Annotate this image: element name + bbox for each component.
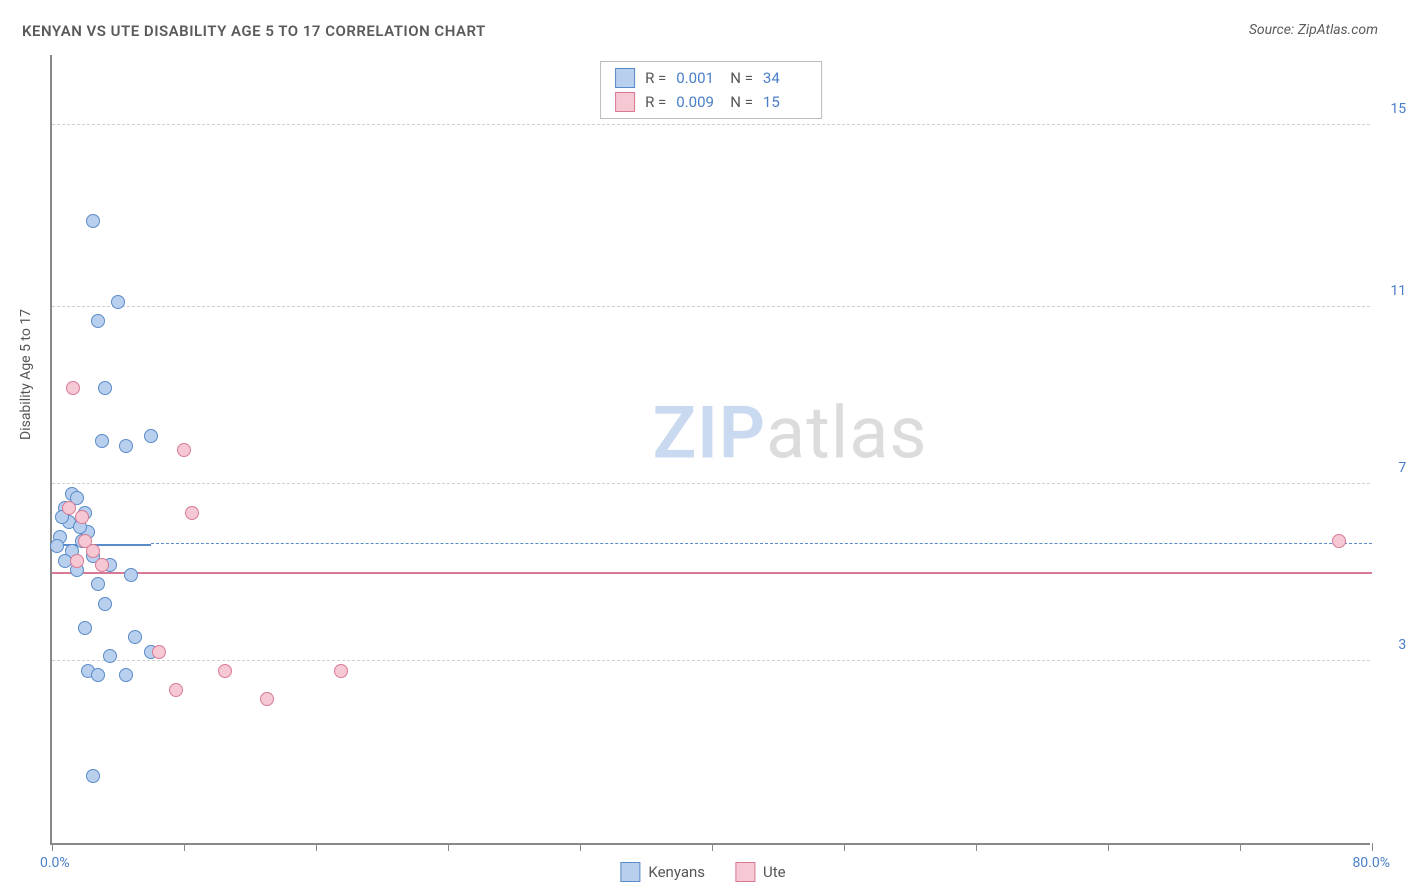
- data-point: [50, 539, 64, 553]
- scatter-plot: ZIPatlas R =0.001N =34R =0.009N =15 0.0%…: [50, 55, 1370, 845]
- y-tick-label: 15.0%: [1390, 101, 1406, 117]
- legend-series: Kenyans Ute: [620, 862, 785, 882]
- legend-correlation-stats: R = 0.001 N = 34 R = 0.009 N = 15: [600, 61, 822, 119]
- regression-line: [151, 543, 1372, 545]
- x-tick: [976, 843, 977, 851]
- r-label: R =: [645, 93, 666, 111]
- data-point: [103, 649, 117, 663]
- data-point: [86, 769, 100, 783]
- data-point: [144, 429, 158, 443]
- data-point: [78, 534, 92, 548]
- data-point: [86, 214, 100, 228]
- legend-swatch: [620, 862, 640, 882]
- x-tick: [1240, 843, 1241, 851]
- regression-line: [52, 572, 1372, 574]
- data-point: [169, 683, 183, 697]
- data-point: [95, 558, 109, 572]
- gridline: [52, 660, 1370, 661]
- data-point: [128, 630, 142, 644]
- x-tick: [1108, 843, 1109, 851]
- x-tick: [712, 843, 713, 851]
- data-point: [1332, 534, 1346, 548]
- data-point: [152, 645, 166, 659]
- y-axis-label: Disability Age 5 to 17: [18, 309, 34, 440]
- y-tick-label: 7.5%: [1398, 460, 1406, 476]
- legend-item: Ute: [735, 862, 786, 882]
- x-tick: [448, 843, 449, 851]
- legend-swatch: [735, 862, 755, 882]
- data-point: [78, 621, 92, 635]
- y-tick-label: 11.2%: [1390, 283, 1406, 299]
- data-point: [218, 664, 232, 678]
- legend-label: Ute: [763, 863, 786, 881]
- x-tick: [1372, 843, 1373, 851]
- data-point: [91, 314, 105, 328]
- data-point: [334, 664, 348, 678]
- r-value: 0.009: [676, 93, 720, 111]
- n-label: N =: [730, 93, 753, 111]
- legend-item: Kenyans: [620, 862, 705, 882]
- x-tick: [844, 843, 845, 851]
- x-tick: [184, 843, 185, 851]
- r-label: R =: [645, 69, 666, 87]
- data-point: [124, 568, 138, 582]
- data-point: [91, 577, 105, 591]
- data-point: [95, 434, 109, 448]
- n-label: N =: [730, 69, 753, 87]
- x-tick: [580, 843, 581, 851]
- data-point: [111, 295, 125, 309]
- data-point: [177, 443, 191, 457]
- legend-swatch: [615, 68, 635, 88]
- legend-stat-row: R = 0.009 N = 15: [615, 90, 807, 114]
- data-point: [98, 381, 112, 395]
- data-point: [70, 554, 84, 568]
- watermark: ZIPatlas: [653, 391, 928, 476]
- legend-swatch: [615, 92, 635, 112]
- legend-label: Kenyans: [648, 863, 705, 881]
- r-value: 0.001: [676, 69, 720, 87]
- data-point: [66, 381, 80, 395]
- legend-stat-row: R = 0.001 N = 34: [615, 66, 807, 90]
- x-tick: [316, 843, 317, 851]
- gridline: [52, 124, 1370, 125]
- x-tick: [52, 843, 53, 851]
- data-point: [91, 668, 105, 682]
- data-point: [98, 597, 112, 611]
- n-value: 15: [763, 93, 807, 111]
- data-point: [62, 501, 76, 515]
- gridline: [52, 483, 1370, 484]
- chart-title: KENYAN VS UTE DISABILITY AGE 5 TO 17 COR…: [22, 22, 486, 40]
- data-point: [185, 506, 199, 520]
- x-axis-min-label: 0.0%: [40, 855, 70, 871]
- gridline: [52, 306, 1370, 307]
- source-attribution: Source: ZipAtlas.com: [1249, 22, 1378, 38]
- data-point: [119, 668, 133, 682]
- x-axis-max-label: 80.0%: [1352, 855, 1390, 871]
- data-point: [260, 692, 274, 706]
- n-value: 34: [763, 69, 807, 87]
- y-tick-label: 3.8%: [1398, 637, 1406, 653]
- data-point: [119, 439, 133, 453]
- data-point: [75, 510, 89, 524]
